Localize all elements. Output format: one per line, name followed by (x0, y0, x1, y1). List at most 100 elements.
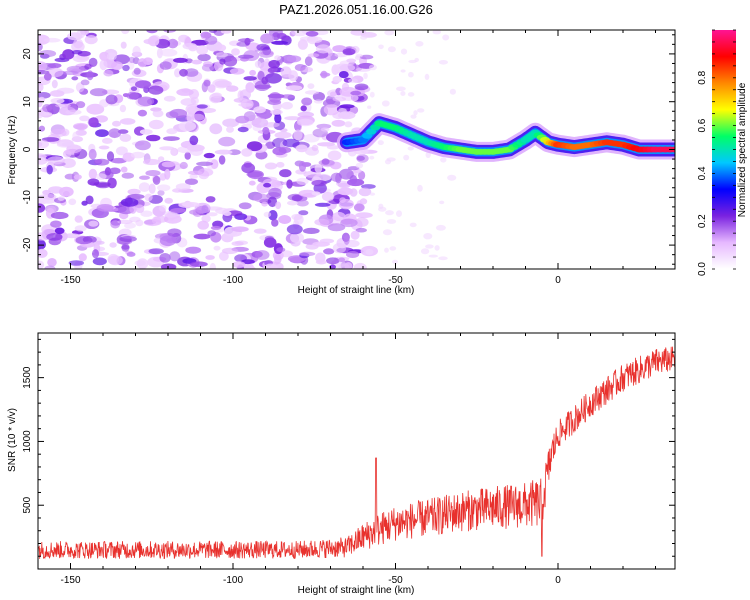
noise-blob (132, 45, 141, 57)
noise-blob (169, 108, 188, 119)
noise-blob (241, 162, 256, 174)
noise-blob (203, 152, 215, 159)
noise-blob (274, 55, 281, 61)
y-tick-label: 0 (22, 146, 33, 152)
noise-blob (121, 243, 130, 252)
noise-blob (190, 261, 208, 268)
noise-blob (120, 198, 139, 207)
noise-blob (47, 63, 62, 69)
noise-blob (167, 38, 179, 49)
noise-blob (88, 57, 98, 67)
noise-blob (238, 202, 252, 210)
noise-blob (275, 201, 282, 210)
noise-blob (189, 135, 199, 146)
noise-blob (55, 103, 71, 108)
noise-blob (417, 108, 425, 113)
noise-blob (196, 161, 214, 166)
noise-blob (98, 145, 110, 150)
noise-blob (62, 150, 72, 158)
noise-blob (286, 179, 293, 189)
noise-blob (117, 219, 133, 224)
noise-blob (43, 72, 52, 81)
noise-blob (86, 103, 105, 115)
noise-blob (44, 265, 56, 269)
noise-blob (278, 215, 292, 224)
noise-blob (296, 177, 309, 185)
noise-blob (285, 85, 303, 91)
noise-blob (258, 49, 274, 58)
noise-blob (75, 123, 88, 131)
noise-blob (223, 211, 232, 217)
noise-blob (146, 134, 161, 142)
noise-blob (119, 104, 127, 113)
noise-blob (99, 51, 110, 61)
noise-blob (157, 184, 171, 192)
figure-title: PAZ1.2026.051.16.00.G26 (279, 2, 433, 17)
noise-blob (369, 91, 375, 98)
noise-blob (248, 180, 256, 186)
noise-blob (297, 118, 314, 127)
noise-blob (106, 151, 115, 162)
spectrogram-x-ticks: -150 -100 -50 0 (37, 30, 656, 286)
noise-blob (108, 128, 122, 139)
noise-blob (139, 175, 150, 180)
noise-blob (272, 32, 280, 41)
colorbar-ticks: 0.0 0.2 0.4 0.6 0.8 (697, 29, 736, 276)
noise-blob (57, 196, 65, 202)
noise-blob (291, 194, 303, 202)
noise-blob (101, 137, 113, 144)
noise-blob (157, 156, 165, 162)
noise-blob (87, 178, 100, 186)
noise-blob (315, 259, 327, 265)
noise-blob (290, 232, 304, 244)
noise-blob (332, 75, 342, 83)
noise-blob (315, 44, 331, 54)
noise-blob (95, 129, 109, 138)
colorbar-label: Normalized spectral amplitude (737, 82, 748, 217)
noise-blob (253, 106, 266, 114)
noise-blob (220, 30, 232, 34)
colorbar-tick-label: 0.8 (697, 70, 708, 84)
noise-blob (332, 96, 347, 102)
x-tick-label: -150 (60, 275, 80, 286)
noise-blob (304, 90, 320, 95)
noise-blob (329, 91, 337, 97)
noise-blob (147, 35, 160, 47)
noise-blob (130, 86, 138, 91)
y-tick-label: 500 (22, 496, 33, 513)
noise-blob (346, 58, 357, 63)
noise-blob (122, 93, 130, 98)
noise-blob (314, 218, 330, 226)
noise-blob (267, 196, 278, 208)
noise-blob (92, 257, 107, 266)
spectrogram-noise-blobs (38, 30, 457, 269)
noise-blob (76, 30, 86, 39)
noise-blob (86, 70, 94, 81)
noise-blob (231, 48, 240, 56)
noise-blob (216, 44, 227, 52)
x-tick-label: -100 (223, 575, 243, 586)
noise-blob (179, 161, 188, 170)
noise-blob (347, 78, 359, 83)
noise-blob (274, 131, 292, 139)
noise-blob (151, 216, 162, 225)
noise-blob (355, 162, 364, 169)
noise-blob (293, 214, 304, 225)
noise-blob (218, 155, 226, 165)
spectrogram-signal-trace (336, 113, 675, 162)
noise-blob (323, 248, 335, 255)
noise-blob (75, 236, 93, 245)
noise-blob (254, 60, 262, 68)
x-tick-label: -150 (60, 575, 80, 586)
noise-blob (355, 227, 367, 233)
noise-blob (215, 52, 228, 58)
noise-blob (320, 70, 328, 79)
noise-blob (64, 233, 80, 239)
noise-blob (111, 61, 123, 71)
noise-blob (159, 235, 177, 246)
noise-blob (407, 146, 414, 151)
noise-blob (332, 211, 346, 222)
noise-blob (347, 178, 365, 187)
noise-blob (105, 94, 118, 105)
noise-blob (365, 249, 374, 255)
